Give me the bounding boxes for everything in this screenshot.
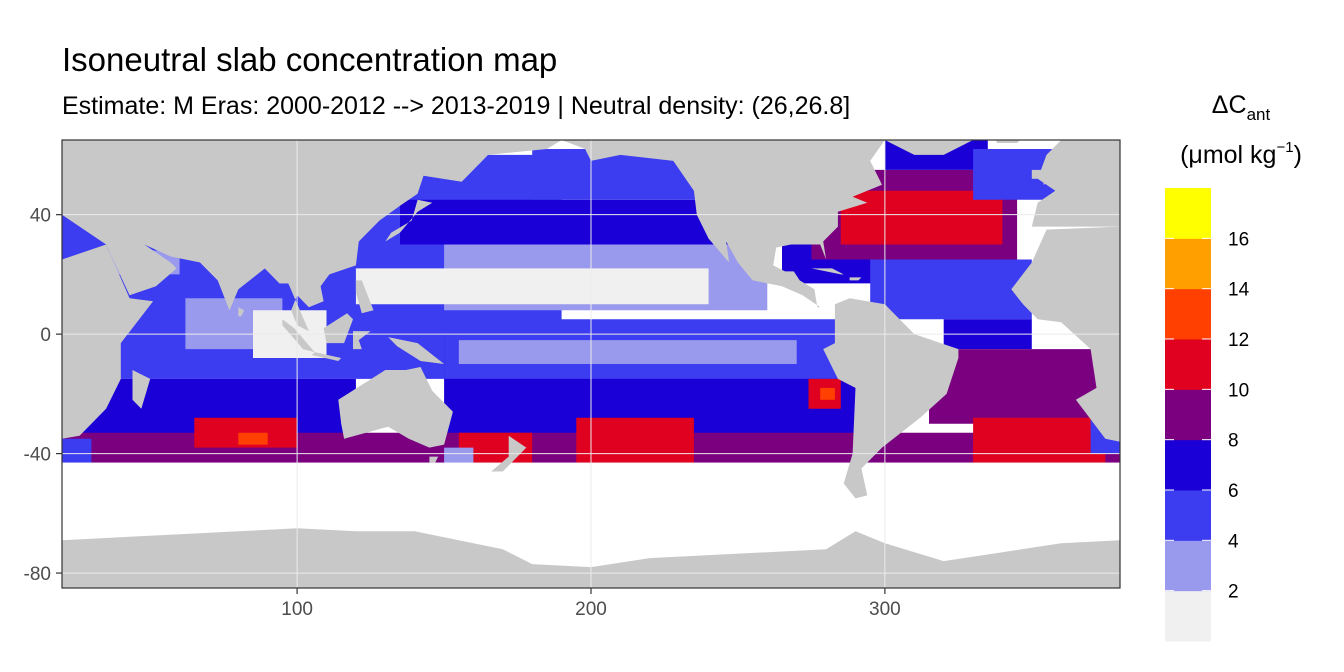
concentration-region-19 [929,349,1106,424]
land-europe-east [1031,140,1120,227]
legend-swatch [1165,188,1211,239]
legend-label: 14 [1228,280,1250,301]
land-cuba [811,268,844,275]
legend-swatch [1165,339,1211,390]
x-tick-label: 100 [281,599,313,620]
y-tick-label: 40 [30,206,51,227]
concentration-region-24 [576,417,694,469]
grid-lines [62,140,1120,588]
legend-swatch [1165,590,1211,642]
legend-unit: (μmol kg−1) [1180,139,1302,169]
legend-swatch [1165,540,1211,592]
land-tasmania [429,456,439,463]
legend-label: 2 [1228,582,1239,603]
legend-unit-exp: −1 [1276,139,1293,156]
legend-unit-suffix: ) [1294,141,1302,169]
concentration-region-27 [973,417,1106,469]
concentration-region-8 [400,199,768,245]
land-eurasia [62,140,562,332]
legend-swatch [1165,490,1211,541]
concentration-region-16 [973,149,1062,200]
concentration-region-11 [355,268,709,305]
land-borneo [323,313,353,344]
concentration-region-22 [238,432,268,445]
concentration-region-7 [458,340,797,364]
legend-label: 10 [1228,380,1249,401]
chart-subtitle: Estimate: M Eras: 2000-2012 --> 2013-201… [62,92,851,120]
legend-swatch [1165,389,1211,441]
land-philippines [355,280,374,314]
land-africa [62,244,154,439]
concentration-region-26 [820,387,835,400]
land-greenland [884,140,974,155]
legend-swatch [1165,238,1211,290]
land-arabia [106,244,177,296]
land-sri-lanka [238,307,245,317]
legend-title-main: ΔC [1212,91,1247,119]
legend-swatch [1165,288,1211,340]
legend-label: 4 [1228,531,1239,552]
legend-title: ΔCant [1212,91,1271,124]
y-tick-label: 0 [40,325,51,346]
legend-swatch [1165,439,1211,491]
land-new-guinea [388,337,445,364]
legend-title-sub: ant [1247,105,1271,124]
y-tick-label: -40 [24,445,51,466]
concentration-region-17 [870,259,1032,320]
land-sumatra [282,319,315,353]
concentration-region-14 [840,190,1003,245]
land-south-america [823,298,959,499]
concentration-region-9 [532,149,709,200]
legend-label: 6 [1228,481,1239,502]
land-north-america [561,140,1062,308]
color-legend: ΔCant (μmol kg−1) 2 4 6 8 10 12 14 16 [1165,91,1302,642]
land-java [311,352,342,361]
land-sulawesi [353,331,371,350]
land-hispaniola [849,277,862,281]
land-japan [385,199,433,242]
legend-label: 12 [1228,330,1249,351]
land-india-fill [200,244,298,311]
land-australia [338,367,453,448]
land-africa-east [1011,226,1120,442]
x-tick-label: 300 [869,599,901,620]
x-tick-label: 200 [575,599,607,620]
legend-unit-prefix: (μmol kg [1180,141,1276,169]
y-tick-label: -80 [24,564,51,585]
land-iceland [996,140,1021,143]
legend-label: 16 [1228,229,1249,250]
land-madagascar [132,370,151,409]
chart-title: Isoneutral slab concentration map [62,41,558,78]
legend-label: 8 [1228,431,1239,452]
